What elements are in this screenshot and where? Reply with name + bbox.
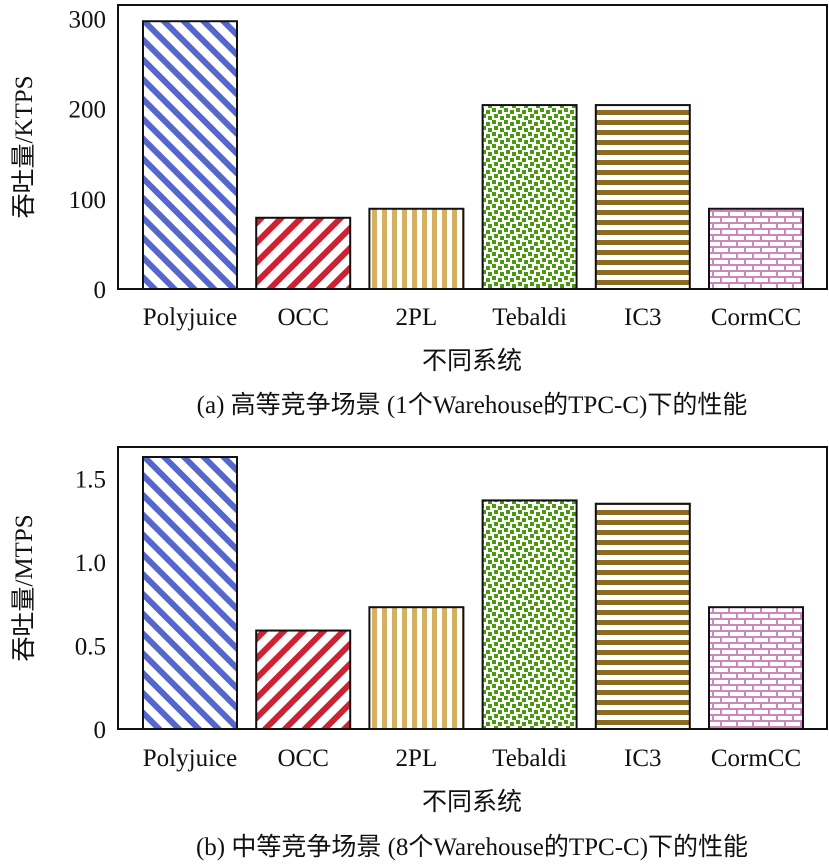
x-tick-label: CormCC [711,304,801,331]
bar-cormcc [708,606,804,730]
y-axis-label-b: 吞吐量/MTPS [10,514,38,661]
bar-polyjuice [142,20,238,290]
bars-b [118,456,827,730]
y-tick-label: 1.0 [75,550,106,577]
bar-2pl [368,207,465,290]
x-tick-label: 2PL [396,745,438,772]
bar-ic3 [594,502,691,730]
y-ticks-b: 0 0.5 1.0 1.5 [75,467,106,744]
x-tick-label: Tebaldi [492,304,567,331]
x-tick-label: 2PL [396,304,438,331]
bars-a [118,20,827,290]
x-tick-label: Polyjuice [143,745,237,772]
y-tick-label: 1.5 [75,467,106,494]
x-axis-label-a: 不同系统 [422,347,522,375]
x-tick-label: IC3 [624,304,662,331]
y-tick-label: 200 [69,97,107,124]
panel-a: 0 100 200 300 Polyjuice OCC 2PL Tebaldi IC3 Corm… [10,4,828,419]
y-tick-label: 0 [94,717,107,744]
bar-ic3 [594,104,691,290]
y-tick-label: 0.5 [75,634,106,661]
caption-a: (a) 高等竞争场景 (1个Warehouse的TPC-C)下的性能 [197,391,748,419]
x-tick-label: Tebaldi [492,745,567,772]
y-ticks-a: 0 100 200 300 [69,7,107,304]
x-tick-label: OCC [277,304,328,331]
x-axis-label-b: 不同系统 [422,788,522,816]
bar-tebaldi [481,499,578,730]
bar-tebaldi [481,104,578,290]
bar-occ [255,629,352,730]
caption-b: (b) 中等竞争场景 (8个Warehouse的TPC-C)下的性能 [196,833,748,861]
y-tick-label: 300 [69,7,107,34]
x-labels-a: Polyjuice OCC 2PL Tebaldi IC3 CormCC [143,304,801,331]
y-tick-label: 100 [69,187,107,214]
bar-occ [255,216,352,290]
bar-polyjuice [142,456,238,730]
bar-2pl [368,606,465,730]
panel-b: 0 0.5 1.0 1.5 Polyjuice OCC 2PL Tebaldi IC3 Corm… [10,446,828,861]
x-labels-b: Polyjuice OCC 2PL Tebaldi IC3 CormCC [143,745,801,772]
x-tick-label: IC3 [624,745,662,772]
x-tick-label: CormCC [711,745,801,772]
bar-cormcc [708,207,804,290]
y-axis-label-a: 吞吐量/KTPS [10,75,38,218]
x-tick-label: OCC [277,745,328,772]
y-tick-label: 0 [94,277,107,304]
x-tick-label: Polyjuice [143,304,237,331]
